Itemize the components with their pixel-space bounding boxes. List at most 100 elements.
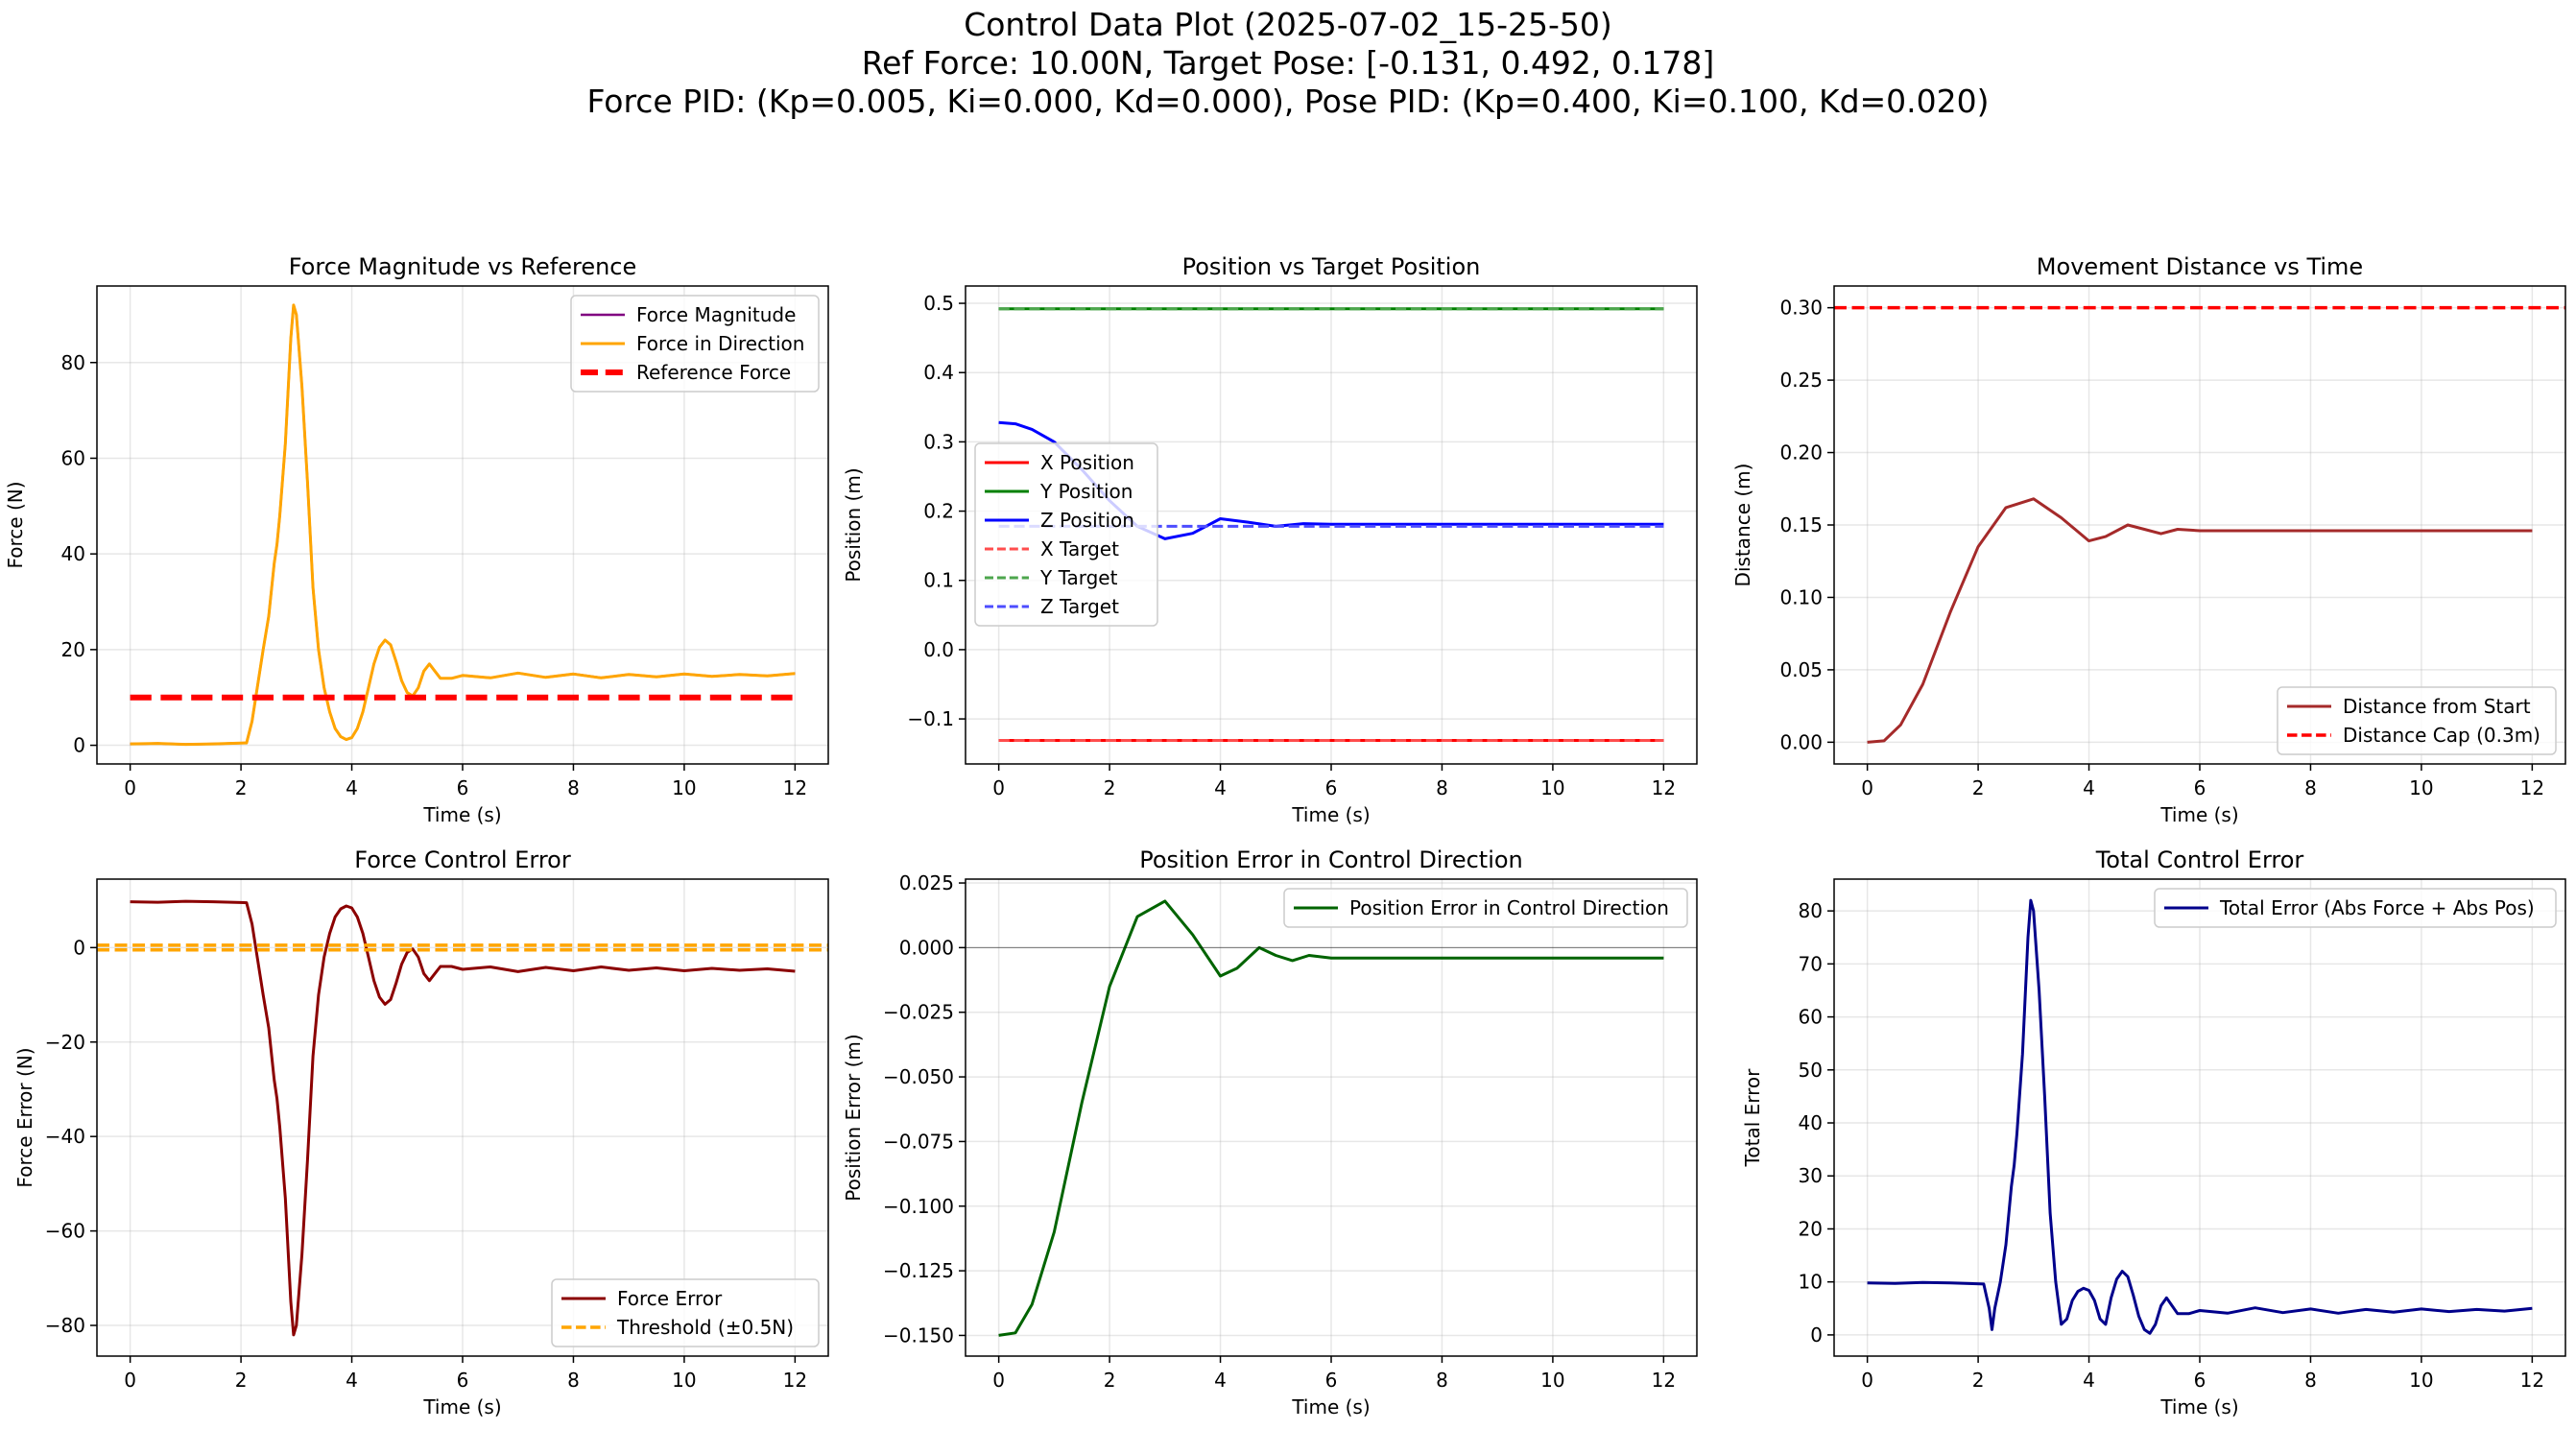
legend-label: Force in Direction [636,332,804,355]
x-tick-label: 8 [2304,1369,2317,1392]
y-tick-label: 0.25 [1779,369,1823,392]
y-tick-label: 0 [73,936,85,959]
x-tick-label: 12 [1652,776,1676,799]
x-axis-label: Time (s) [422,803,501,826]
y-tick-label: 0 [1810,1323,1823,1347]
y-tick-label: 0.30 [1779,297,1823,320]
y-tick-label: 80 [1799,899,1823,922]
x-tick-label: 8 [567,1369,580,1392]
y-tick-label: 30 [1799,1164,1823,1187]
y-tick-label: 80 [61,351,85,374]
y-tick-label: 0.05 [1779,658,1823,681]
chart-position-error: 0 2 4 6 8 10 12 −0.150 −0.125 −0.100 −0.075 −0.050 −… [842,846,1698,1418]
legend-label: Distance from Start [2343,695,2531,718]
y-tick-label: 40 [61,542,85,565]
series-group [97,899,828,1337]
chart-title: Position vs Target Position [1182,253,1481,280]
legend-label: X Position [1040,451,1134,474]
y-tick-label: −20 [45,1031,85,1054]
x-tick-label: 12 [783,1369,807,1392]
x-tick-label: 10 [2409,1369,2433,1392]
series-line-distance-from-start [1867,497,2533,744]
chart-force-magnitude: 0 2 4 6 8 10 12 0 20 40 60 80 Force Magnitude vs Ref… [4,253,829,826]
legend-label: Force Magnitude [636,303,796,326]
chart-position: 0 2 4 6 8 10 12 −0.1 0.0 0.1 0.2 0.3 0.4 0.5 Position … [842,253,1698,826]
x-tick-label: 2 [235,1369,248,1392]
legend: Distance from Start Distance Cap (0.3m) [2277,686,2557,755]
x-tick-label: 2 [1972,776,1985,799]
y-tick-label: 0.0 [923,638,954,661]
x-tick-label: 6 [1325,1369,1338,1392]
x-axis-label: Time (s) [1291,803,1370,826]
x-tick-label: 0 [992,1369,1005,1392]
y-tick-label: 50 [1799,1059,1823,1082]
x-axis-label: Time (s) [422,1395,501,1418]
chart-title: Total Control Error [2095,846,2304,873]
legend-box [974,442,1158,627]
series-line-force-in-direction [130,303,796,747]
figure-title-line-2: Ref Force: 10.00N, Target Pose: [-0.131,… [861,44,1715,82]
legend-label: X Target [1040,537,1119,560]
x-tick-label: 10 [1540,1369,1564,1392]
y-tick-label: 0 [73,734,85,757]
x-tick-label: 12 [783,776,807,799]
y-tick-label: −0.025 [883,1001,954,1024]
y-axis-label: Position Error (m) [842,1034,865,1201]
x-tick-label: 6 [2194,776,2206,799]
y-tick-label: −0.075 [883,1130,954,1153]
y-tick-label: 40 [1799,1111,1823,1134]
x-axis-label: Time (s) [1291,1395,1370,1418]
chart-total-error: 0 2 4 6 8 10 12 0 10 20 30 40 50 60 70 80 Total Control … [1741,846,2566,1418]
figure-title: Control Data Plot (2025-07-02_15-25-50) … [0,6,2576,121]
legend: X Position Y Position Z Position X Target Y … [974,442,1158,627]
y-tick-label: −0.125 [883,1259,954,1282]
y-tick-label: 60 [1799,1006,1823,1029]
chart-distance: 0 2 4 6 8 10 12 0.00 0.05 0.10 0.15 0.20 0.25 0.30 Mov… [1731,253,2566,826]
y-axis-label: Distance (m) [1731,464,1754,587]
y-tick-label: 0.10 [1779,585,1823,608]
series-line-z-position [998,420,1664,540]
series-group [1867,898,2533,1335]
series-group [966,899,1697,1337]
legend-label: Force Error [617,1287,723,1310]
x-tick-label: 4 [2083,1369,2095,1392]
legend-box [2154,888,2557,928]
x-tick-label: 4 [346,1369,358,1392]
chart-title: Force Magnitude vs Reference [289,253,637,280]
series-line-force-error [130,899,796,1337]
x-tick-label: 8 [1436,1369,1448,1392]
x-tick-label: 10 [2409,776,2433,799]
y-tick-label: 0.4 [923,361,954,384]
x-tick-label: 12 [2520,776,2544,799]
series-line-total-error-abs-force-abs-pos [1867,898,2533,1335]
y-tick-label: 0.5 [923,292,954,315]
chart-title: Position Error in Control Direction [1139,846,1523,873]
legend-box [1283,888,1688,928]
x-tick-label: 0 [1861,776,1873,799]
legend-label: Distance Cap (0.3m) [2343,724,2540,747]
y-tick-label: 0.1 [923,569,954,592]
legend: Total Error (Abs Force + Abs Pos) [2154,888,2557,928]
x-tick-label: 12 [1652,1369,1676,1392]
legend-label: Z Position [1040,509,1134,532]
y-tick-label: −40 [45,1125,85,1148]
y-tick-label: −0.1 [907,707,954,730]
chart-force-error: 0 2 4 6 8 10 12 −80 −60 −40 −20 0 Force Control Erro… [13,846,829,1418]
y-axis-label: Position (m) [842,467,865,582]
y-tick-label: 20 [61,638,85,661]
series-group [1834,305,2565,744]
x-tick-label: 0 [992,776,1005,799]
x-tick-label: 4 [1214,776,1227,799]
x-tick-label: 4 [346,776,358,799]
y-tick-label: −0.050 [883,1065,954,1088]
figure-title-line-1: Control Data Plot (2025-07-02_15-25-50) [964,6,1612,43]
y-tick-label: 0.20 [1779,441,1823,465]
y-tick-label: −0.150 [883,1323,954,1347]
x-tick-label: 6 [457,1369,469,1392]
y-tick-label: 0.3 [923,430,954,453]
x-tick-label: 4 [1214,1369,1227,1392]
legend-label: Reference Force [636,361,791,384]
y-axis-label: Force (N) [4,481,27,568]
legend: Force Error Threshold (±0.5N) [551,1278,820,1347]
x-tick-label: 4 [2083,776,2095,799]
